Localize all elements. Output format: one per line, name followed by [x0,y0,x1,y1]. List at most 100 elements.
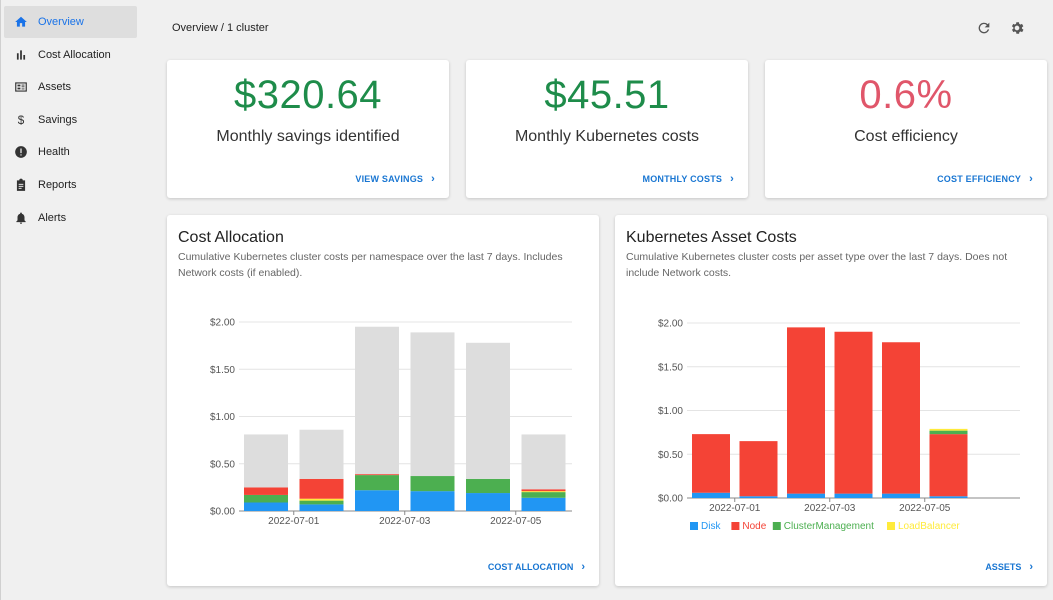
sidebar-item-savings[interactable]: $ Savings [4,104,137,136]
bar-segment [692,492,730,498]
x-tick-label: 2022-07-01 [268,516,320,527]
refresh-icon[interactable] [976,20,992,36]
legend-swatch [731,522,740,530]
legend-label: Disk [701,521,721,532]
kpi-value: 0.6% [859,73,953,117]
y-tick-label: $1.50 [210,365,235,376]
legend-label: Node [742,521,766,532]
bar-segment [244,487,288,495]
link-label: COST ALLOCATION [487,562,574,572]
legend-swatch [772,522,781,530]
x-tick-label: 2022-07-05 [490,516,542,527]
assets-link[interactable]: ASSETS › [985,561,1033,573]
assets-icon [14,80,28,94]
kpi-label: Monthly Kubernetes costs [514,128,700,145]
bar-segment [929,428,968,431]
bar-segment [466,493,510,511]
monthly-costs-link[interactable]: MONTHLY COSTS › [643,173,735,185]
link-label: MONTHLY COSTS [642,174,723,184]
card-description: Cumulative Kubernetes cluster costs per … [626,251,1008,279]
bar-segment [466,478,510,494]
cost-allocation-link[interactable]: COST ALLOCATION › [488,561,585,573]
sidebar-item-assets[interactable]: Assets [4,71,137,103]
y-tick-label: $1.00 [658,406,683,417]
bar-segment [244,502,288,511]
clipboard-icon [14,178,28,192]
bar-segment [929,430,968,435]
sidebar-item-overview[interactable]: Overview [4,6,137,38]
bar-segment [521,491,566,493]
svg-text:$: $ [18,114,25,127]
kpi-card-cost-efficiency: 0.6% Cost efficiency COST EFFICIENCY › [765,60,1047,198]
bar-segment [355,326,399,475]
cost-allocation-card: Cost Allocation Cumulative Kubernetes cl… [167,215,599,586]
sidebar: Overview Cost Allocation Assets $ Saving… [0,0,140,600]
sidebar-item-label: Overview [38,16,84,28]
bar-segment [410,491,455,511]
kpi-label: Monthly savings identified [216,128,400,145]
bar-segment [834,493,873,498]
card-description: Cumulative Kubernetes cluster costs per … [178,251,563,279]
x-tick-label: 2022-07-03 [804,503,856,514]
asset-costs-chart: $0.00 $0.50 $1.00 $1.50 $2.00 2022-07-01 2022-… [658,319,1020,532]
sidebar-item-health[interactable]: Health [4,136,137,168]
bar-segment [299,500,344,505]
card-title: Kubernetes Asset Costs [626,229,797,246]
link-label: ASSETS [985,562,1022,572]
bar-segment [466,342,510,479]
bar-segment [355,490,399,511]
y-tick-label: $0.50 [658,450,683,461]
y-tick-label: $0.50 [210,459,235,470]
bar-segment [244,434,288,488]
kpi-card-monthly-costs: $45.51 Monthly Kubernetes costs MONTHLY … [466,60,748,198]
bar-segment [521,434,566,490]
sidebar-item-reports[interactable]: Reports [4,169,137,201]
bar-segment [299,498,344,501]
x-tick-label: 2022-07-05 [899,503,951,514]
bar-segment [299,429,344,479]
sidebar-item-label: Cost Allocation [38,48,111,61]
bar-segment [787,327,825,494]
kpi-label: Cost efficiency [854,128,958,145]
kpi-value: $45.51 [544,73,670,117]
bar-segment [410,476,455,492]
legend-label: LoadBalancer [898,521,960,532]
sidebar-item-cost-allocation[interactable]: Cost Allocation [4,39,137,71]
cost-allocation-chart: $0.00 $0.50 $1.00 $1.50 $2.00 2022-07-01 2022-… [210,318,572,527]
y-tick-label: $2.00 [210,318,235,329]
alert-circle-icon [14,145,28,159]
home-icon [14,15,28,29]
bar-segment [521,489,566,492]
cost-efficiency-link[interactable]: COST EFFICIENCY › [937,173,1033,185]
sidebar-item-label: Savings [38,113,78,126]
sidebar-item-alerts[interactable]: Alerts [4,202,137,234]
bar-segment [244,494,288,503]
bar-segment [410,332,455,477]
legend-label: ClusterManagement [784,521,874,532]
settings-gear-icon[interactable] [1009,20,1025,36]
breadcrumb: Overview / 1 cluster [172,22,269,34]
kpi-value: $320.64 [233,73,383,117]
bar-segment [521,497,566,511]
bar-segment [929,434,968,497]
sidebar-item-label: Assets [38,81,72,94]
bar-segment [739,496,778,498]
sidebar-item-label: Health [38,146,70,159]
view-savings-link[interactable]: VIEW SAVINGS › [355,173,435,185]
asset-costs-card: Kubernetes Asset Costs Cumulative Kubern… [615,215,1047,586]
y-tick-label: $1.50 [658,362,683,373]
chevron-right-icon: › [1029,173,1033,185]
bar-segment [299,504,344,511]
link-label: COST EFFICIENCY [937,174,1022,184]
bell-icon [14,211,28,225]
y-tick-label: $1.00 [210,412,235,423]
chevron-right-icon: › [581,561,585,573]
bar-segment [692,434,730,493]
bar-segment [882,493,920,498]
card-title: Cost Allocation [178,229,284,246]
bar-segment [355,474,399,476]
x-tick-label: 2022-07-01 [709,503,761,514]
bar-segment [929,496,968,498]
bar-segment [787,493,825,498]
sidebar-item-label: Alerts [38,211,67,224]
